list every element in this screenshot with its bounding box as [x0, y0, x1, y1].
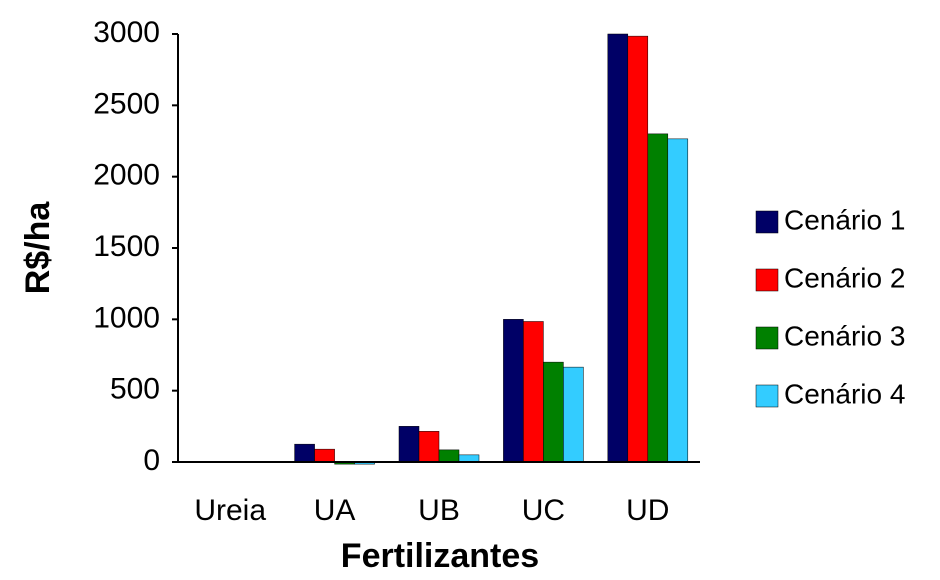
x-tick-label: Ureia [194, 494, 266, 527]
legend-swatch [755, 384, 779, 408]
y-tick-label: 3000 [93, 16, 160, 49]
y-tick-label: 2000 [93, 159, 160, 192]
x-tick-label: UD [626, 494, 669, 527]
bar [647, 133, 669, 463]
bar [627, 35, 649, 463]
x-tick-label: UC [522, 494, 565, 527]
bar [294, 443, 315, 463]
legend-swatch [755, 210, 779, 234]
legend-swatch [755, 326, 779, 350]
bar [418, 431, 440, 463]
legend-label: Cenário 3 [784, 320, 905, 351]
legend-label: Cenário 2 [784, 262, 905, 293]
legend-label: Cenário 4 [784, 378, 905, 409]
bar [543, 361, 564, 463]
bar [563, 366, 584, 463]
y-tick-label: 1500 [93, 230, 160, 263]
bar [458, 454, 480, 463]
y-axis-title: R$/ha [19, 201, 57, 295]
bar [398, 426, 420, 463]
bar [607, 33, 629, 463]
bar [667, 138, 689, 463]
y-tick-label: 0 [143, 444, 160, 477]
y-tick-label: 2500 [93, 87, 160, 120]
y-tick-label: 500 [110, 373, 160, 406]
bar [503, 319, 524, 463]
x-tick-label: UA [314, 494, 356, 527]
y-tick-label: 1000 [93, 301, 160, 334]
bar [314, 448, 335, 463]
legend-swatch [755, 268, 779, 292]
legend-label: Cenário 1 [784, 204, 905, 235]
x-axis-title: Fertilizantes [341, 537, 539, 575]
bar [438, 449, 460, 463]
x-tick-label: UB [418, 494, 460, 527]
bar [523, 321, 544, 463]
